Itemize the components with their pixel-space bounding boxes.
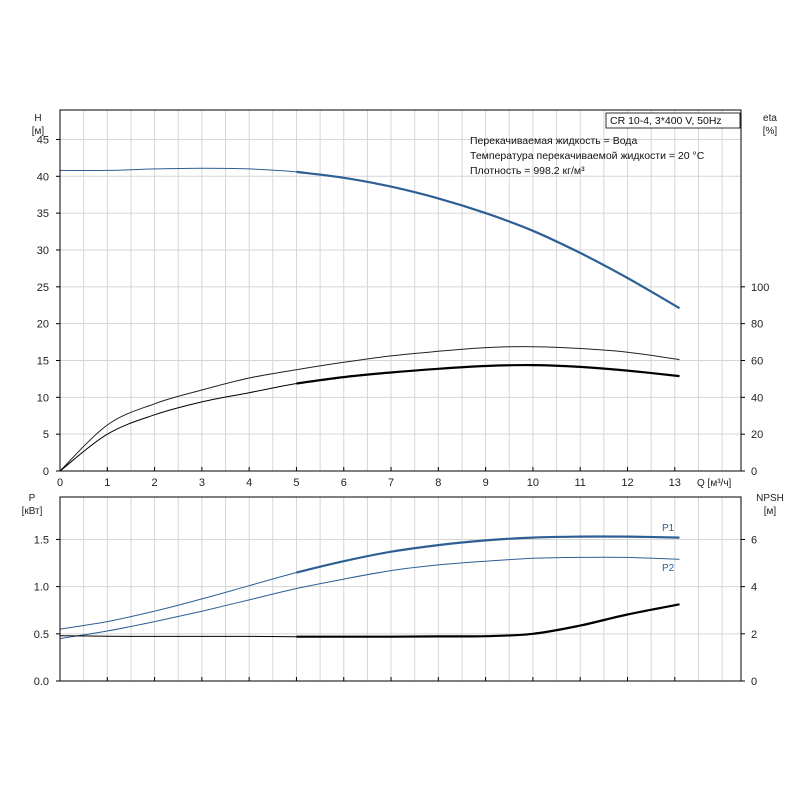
top-y2-axis-label: eta xyxy=(763,113,777,124)
bottom-y-tick-label: 0.5 xyxy=(34,629,49,641)
top-y2-tick-label: 20 xyxy=(751,429,763,441)
x-tick-label: 12 xyxy=(621,477,633,489)
top-y-tick-label: 40 xyxy=(37,171,49,183)
bottom-y-tick-label: 1.5 xyxy=(34,534,49,546)
top-y-axis-unit: [м] xyxy=(32,126,45,137)
chart-title: CR 10-4, 3*400 V, 50Hz xyxy=(610,115,722,127)
top-y-tick-label: 30 xyxy=(37,245,49,257)
x-tick-label: 11 xyxy=(574,477,585,489)
x-tick-label: 13 xyxy=(669,477,681,489)
series-layer xyxy=(59,167,681,639)
top-y-tick-label: 20 xyxy=(37,319,49,331)
bottom-y-tick-label: 1.0 xyxy=(34,582,49,594)
series-label-p1: P1 xyxy=(662,523,675,534)
x-axis-label: Q [м³/ч] xyxy=(697,478,732,489)
top-y-tick-label: 45 xyxy=(37,134,49,146)
bottom-y2-axis-unit: [м] xyxy=(764,506,777,517)
bottom-y2-tick-label: 4 xyxy=(751,582,757,594)
x-tick-label: 10 xyxy=(527,477,539,489)
x-tick-label: 3 xyxy=(199,477,205,489)
top-y2-axis-unit: [%] xyxy=(763,126,778,137)
x-tick-label: 5 xyxy=(293,477,299,489)
top-y-tick-label: 0 xyxy=(43,466,49,478)
bottom-series-p1-line xyxy=(59,536,680,630)
bottom-y-axis-unit: [кВт] xyxy=(22,506,43,517)
x-tick-label: 4 xyxy=(246,477,252,489)
x-tick-label: 8 xyxy=(435,477,441,489)
bottom-series-2-line xyxy=(59,603,680,638)
info-line-temperature: Температура перекачиваемой жидкости = 20… xyxy=(470,150,705,162)
info-line-density: Плотность = 998.2 кг/м³ xyxy=(470,165,585,177)
top-y-tick-label: 25 xyxy=(37,282,49,294)
top-y-tick-label: 35 xyxy=(37,208,49,220)
top-y2-tick-label: 60 xyxy=(751,355,763,367)
bottom-y2-tick-label: 2 xyxy=(751,629,757,641)
bottom-y2-tick-label: 6 xyxy=(751,534,757,546)
bottom-y-tick-label: 0.0 xyxy=(34,676,49,688)
bottom-y2-tick-label: 0 xyxy=(751,676,757,688)
bottom-series-p1-line-operating-range xyxy=(296,535,680,574)
series-label-p2: P2 xyxy=(662,563,675,574)
top-series-1-line xyxy=(59,346,680,472)
bottom-y-axis-label: P xyxy=(29,493,36,504)
top-y2-tick-label: 0 xyxy=(751,466,757,478)
x-tick-label: 0 xyxy=(57,477,63,489)
x-tick-label: 2 xyxy=(152,477,158,489)
bottom-y2-axis-label: NPSH xyxy=(756,493,784,504)
bottom-series-2-line-operating-range xyxy=(296,603,680,638)
x-tick-label: 7 xyxy=(388,477,394,489)
bottom-series-p2-line xyxy=(59,556,680,639)
top-chart-frame xyxy=(59,109,742,472)
title-box xyxy=(605,112,741,129)
top-series-0-line-operating-range xyxy=(296,170,681,310)
top-y-tick-label: 5 xyxy=(43,429,49,441)
top-y-axis-label: H xyxy=(34,113,41,124)
tick-label-layer: 0510152025303540450204060801000.00.51.01… xyxy=(34,134,770,688)
bottom-chart-frame xyxy=(59,496,742,682)
top-y2-tick-label: 80 xyxy=(751,319,763,331)
top-y-tick-label: 10 xyxy=(37,392,49,404)
x-tick-label: 1 xyxy=(104,477,110,489)
top-y-tick-label: 15 xyxy=(37,355,49,367)
top-y2-tick-label: 40 xyxy=(751,392,763,404)
top-series-2-line-operating-range xyxy=(296,363,680,385)
x-tick-label: 9 xyxy=(483,477,489,489)
info-line-liquid: Перекачиваемая жидкость = Вода xyxy=(470,135,637,147)
x-tick-label: 6 xyxy=(341,477,347,489)
top-chart-grid xyxy=(60,110,741,471)
top-series-2-line xyxy=(59,364,680,472)
bottom-chart-grid xyxy=(60,497,741,681)
top-y2-tick-label: 100 xyxy=(751,282,769,294)
